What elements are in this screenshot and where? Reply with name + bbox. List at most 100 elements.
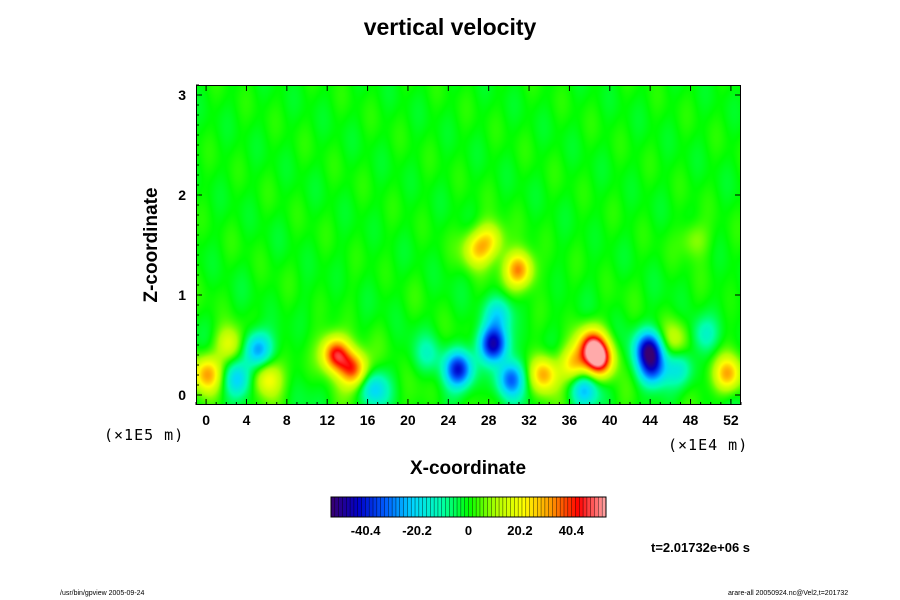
colorbar-segment: [506, 497, 511, 517]
colorbar-segment: [464, 497, 469, 517]
colorbar-segment: [567, 497, 573, 517]
colorbar-segment: [491, 497, 496, 517]
colorbar-segment: [388, 497, 393, 517]
chart-title: vertical velocity: [363, 14, 537, 40]
colorbar-segment: [583, 497, 588, 517]
colorbar-segment: [525, 497, 531, 517]
colorbar-segment: [502, 497, 508, 517]
x-tick-label: 8: [283, 412, 291, 428]
colorbar-segment: [373, 497, 378, 517]
colorbar-segment: [357, 497, 362, 517]
colorbar-segment: [548, 497, 553, 517]
x-tick-label: 24: [441, 412, 457, 428]
colorbar-segment: [418, 497, 424, 517]
colorbar-segment: [350, 497, 355, 517]
colorbar-segment: [331, 497, 336, 517]
colorbar-segment: [403, 497, 408, 517]
colorbar-segment: [407, 497, 412, 517]
colorbar-tick-label: 20.2: [507, 523, 532, 538]
colorbar-segment: [415, 497, 420, 517]
x-tick-label: 28: [481, 412, 497, 428]
y-tick-label: 3: [178, 87, 186, 103]
y-tick-label: 2: [178, 187, 186, 203]
plot-area: [196, 85, 741, 405]
colorbar-segment: [518, 497, 523, 517]
colorbar-segment: [380, 497, 385, 517]
x-tick-label: 48: [683, 412, 699, 428]
colorbar-tick-label: -20.2: [402, 523, 432, 538]
colorbar-segment: [334, 497, 340, 517]
colorbar-segment: [441, 497, 446, 517]
colorbar-segment: [495, 497, 500, 517]
x-tick-label: 4: [243, 412, 251, 428]
colorbar-segment: [514, 497, 519, 517]
colorbar-segment: [563, 497, 569, 517]
colorbar-tick-label: -40.4: [351, 523, 381, 538]
colorbar-segment: [590, 497, 595, 517]
colorbar-segment: [445, 497, 450, 517]
colorbar-segment: [457, 497, 462, 517]
colorbar-segment: [353, 497, 359, 517]
colorbar-segment: [460, 497, 466, 517]
colorbar-segment: [602, 497, 607, 517]
colorbar-frame: [330, 496, 607, 518]
time-label: t=2.01732e+06 s: [651, 540, 751, 555]
colorbar-segment: [571, 497, 576, 517]
x-tick-label: 40: [602, 412, 618, 428]
footer-left: /usr/bin/gpview 2005-09-24: [60, 590, 145, 597]
colorbar-segment: [521, 497, 527, 517]
colorbar-segment: [544, 497, 550, 517]
colorbar-segment: [598, 497, 603, 517]
colorbar-segment: [369, 497, 374, 517]
colorbar-segment: [483, 497, 488, 517]
colorbar-segment: [487, 497, 492, 517]
x-tick-label: 16: [360, 412, 376, 428]
colorbar-segment: [453, 497, 458, 517]
colorbar-segment: [411, 497, 416, 517]
x-axis-unit: (×1E4 m): [668, 436, 749, 454]
x-tick-label: 0: [202, 412, 210, 428]
colorbar-segment: [579, 497, 584, 517]
colorbar-tick-label: 40.4: [559, 523, 585, 538]
x-tick-label: 44: [642, 412, 658, 428]
colorbar-segment: [537, 497, 542, 517]
colorbar-segment: [346, 497, 351, 517]
colorbar-segment: [430, 497, 435, 517]
colorbar-segment: [426, 497, 431, 517]
colorbar-segment: [533, 497, 538, 517]
colorbar-segment: [338, 497, 343, 517]
colorbar-segment: [560, 497, 565, 517]
colorbar-segment: [342, 497, 347, 517]
colorbar-segment: [449, 497, 454, 517]
colorbar-segment: [365, 497, 370, 517]
colorbar-segment: [586, 497, 592, 517]
colorbar-segment: [384, 497, 389, 517]
colorbar-segment: [376, 497, 382, 517]
x-tick-label: 12: [319, 412, 335, 428]
x-tick-label: 52: [723, 412, 739, 428]
footer-right: arare-all 20050924.nc@Vel2,t=201732: [728, 590, 849, 597]
y-axis-unit: (×1E5 m): [104, 426, 185, 444]
x-tick-label: 32: [521, 412, 537, 428]
colorbar-segment: [529, 497, 534, 517]
colorbar-segment: [468, 497, 473, 517]
y-axis-label: Z-coordinate: [141, 187, 162, 303]
colorbar-segment: [422, 497, 427, 517]
colorbar-segment: [437, 497, 443, 517]
x-tick-label: 36: [562, 412, 578, 428]
colorbar-segment: [476, 497, 481, 517]
y-tick-label: 0: [178, 387, 186, 403]
heatmap-canvas: [197, 86, 740, 404]
colorbar-segment: [575, 497, 580, 517]
colorbar-segment: [361, 497, 366, 517]
x-axis-label: X-coordinate: [409, 458, 527, 479]
x-tick-label: 20: [400, 412, 416, 428]
y-tick-label: 1: [178, 287, 186, 303]
colorbar-segment: [472, 497, 477, 517]
colorbar-segment: [392, 497, 397, 517]
colorbar-segment: [499, 497, 504, 517]
colorbar-segment: [395, 497, 401, 517]
colorbar-segment: [510, 497, 515, 517]
colorbar-segment: [541, 497, 546, 517]
